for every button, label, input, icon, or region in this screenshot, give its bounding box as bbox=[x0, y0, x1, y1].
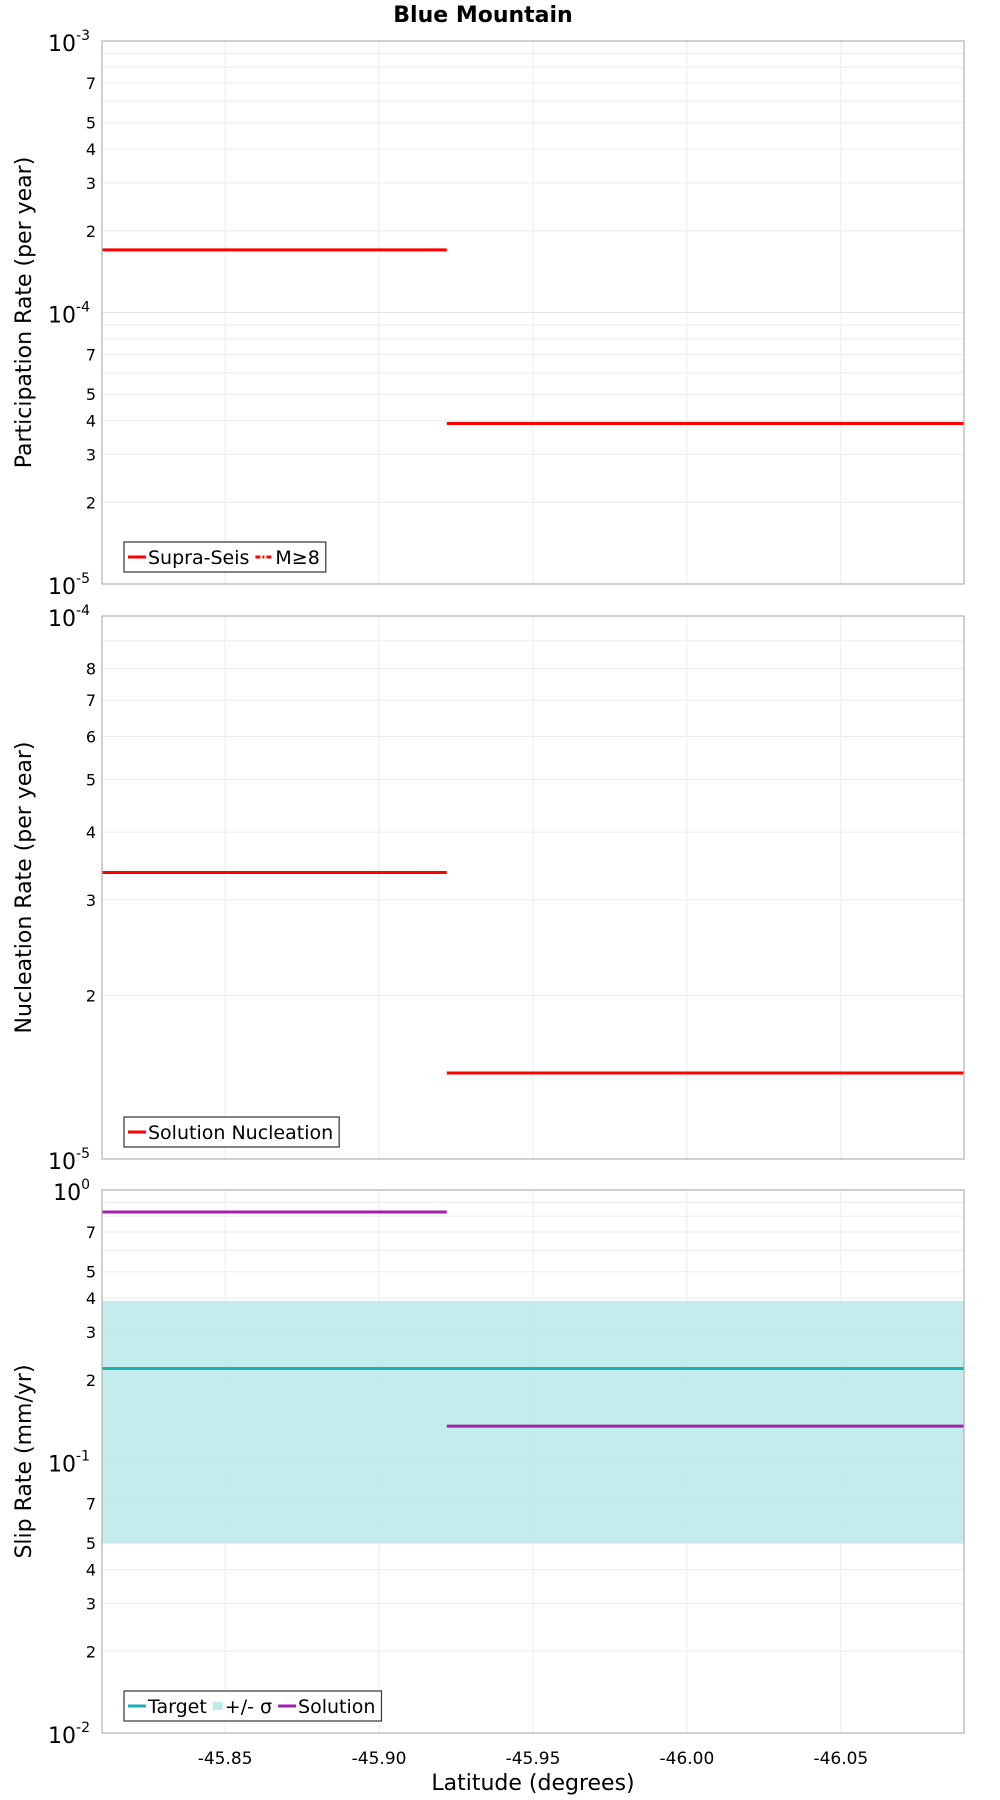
legend-label: Target bbox=[147, 1696, 207, 1718]
plot-frame bbox=[101, 40, 965, 585]
x-tick-label: -45.95 bbox=[506, 1749, 561, 1769]
y-minor-tick-label: 7 bbox=[86, 691, 96, 710]
x-tick-label: -46.05 bbox=[813, 1749, 868, 1769]
y-minor-tick-label: 2 bbox=[86, 1371, 96, 1390]
y-minor-tick-label: 4 bbox=[86, 140, 96, 159]
legend: Supra-Seis M≥8 bbox=[123, 541, 327, 573]
legend-frame bbox=[123, 1116, 340, 1148]
y-minor-tick-label: 4 bbox=[86, 823, 96, 842]
y-minor-tick-label: 2 bbox=[86, 987, 96, 1006]
legend-frame bbox=[123, 1690, 383, 1722]
y-minor-tick-label: 5 bbox=[86, 385, 96, 404]
y-minor-tick-label: 5 bbox=[86, 1534, 96, 1553]
legend-label: Supra-Seis bbox=[148, 547, 249, 569]
y-major-tick-label: 10-5 bbox=[48, 571, 90, 600]
y-minor-tick-label: 3 bbox=[86, 174, 96, 193]
y-major-tick-label: 100 bbox=[53, 1177, 90, 1206]
y-major-tick-label: 10-2 bbox=[48, 1720, 90, 1749]
sigma-band bbox=[102, 1301, 964, 1544]
legend-label: Solution bbox=[298, 1696, 375, 1718]
y-minor-tick-label: 4 bbox=[86, 1289, 96, 1308]
y-minor-tick-label: 3 bbox=[86, 1323, 96, 1342]
y-minor-tick-label: 4 bbox=[86, 1561, 96, 1580]
y-minor-tick-label: 3 bbox=[86, 1594, 96, 1613]
panel-1: 10-3 10-4 10-5 7 5 4 3 2 7 5 4 3 2 Participation Rate… bbox=[12, 28, 965, 600]
x-axis-label: Latitude (degrees) bbox=[431, 1771, 634, 1796]
plot-frame bbox=[101, 615, 965, 1160]
y-minor-tick-label: 7 bbox=[86, 74, 96, 93]
legend-label: +/- σ bbox=[225, 1696, 272, 1718]
plot-frame bbox=[101, 1189, 965, 1734]
y-minor-tick-label: 5 bbox=[86, 1263, 96, 1282]
y-major-tick-label: 10-4 bbox=[48, 300, 90, 329]
y-major-tick-label: 10-3 bbox=[48, 28, 90, 57]
legend-label: M≥8 bbox=[275, 547, 319, 569]
x-tick-label: -45.90 bbox=[352, 1749, 407, 1769]
y-minor-tick-label: 5 bbox=[86, 114, 96, 133]
y-major-tick-label: 10-1 bbox=[48, 1449, 90, 1478]
y-major-tick-label: 10-4 bbox=[48, 603, 90, 632]
legend-band-swatch bbox=[212, 1702, 223, 1710]
panel-3: 100 10-1 10-2 7 5 4 3 2 7 5 4 3 2 -45.85 -45.90 -45.95 -… bbox=[12, 1177, 965, 1769]
x-tick-label: -46.00 bbox=[660, 1749, 715, 1769]
legend-frame bbox=[123, 541, 327, 573]
y-minor-tick-label: 6 bbox=[86, 727, 96, 746]
legend-symbol bbox=[212, 1702, 223, 1710]
y-axis-label: Nucleation Rate (per year) bbox=[12, 742, 37, 1034]
y-minor-tick-label: 3 bbox=[86, 891, 96, 910]
y-minor-tick-label: 2 bbox=[86, 1642, 96, 1661]
y-major-tick-label: 10-5 bbox=[48, 1146, 90, 1175]
legend: Target +/- σ Solution bbox=[123, 1690, 383, 1722]
chart-title: Blue Mountain bbox=[393, 3, 572, 28]
x-tick-label: -45.85 bbox=[198, 1749, 253, 1769]
y-axis-label: Slip Rate (mm/yr) bbox=[12, 1364, 37, 1558]
y-minor-tick-label: 2 bbox=[86, 222, 96, 241]
panel-2: 10-4 10-5 8 7 6 5 4 3 2 Nucleation Rate (per year… bbox=[12, 603, 965, 1175]
legend: Solution Nucleation bbox=[123, 1116, 340, 1148]
y-minor-tick-label: 7 bbox=[86, 1495, 96, 1514]
y-minor-tick-label: 5 bbox=[86, 770, 96, 789]
y-minor-tick-label: 8 bbox=[86, 660, 96, 679]
y-axis-label: Participation Rate (per year) bbox=[12, 157, 37, 469]
y-minor-tick-label: 4 bbox=[86, 412, 96, 431]
y-minor-tick-label: 3 bbox=[86, 445, 96, 464]
panels: 10-3 10-4 10-5 7 5 4 3 2 7 5 4 3 2 Participation Rate… bbox=[12, 28, 965, 1769]
y-minor-tick-label: 2 bbox=[86, 493, 96, 512]
legend-label: Solution Nucleation bbox=[148, 1122, 333, 1144]
y-minor-tick-label: 7 bbox=[86, 1223, 96, 1242]
y-minor-tick-label: 7 bbox=[86, 346, 96, 365]
